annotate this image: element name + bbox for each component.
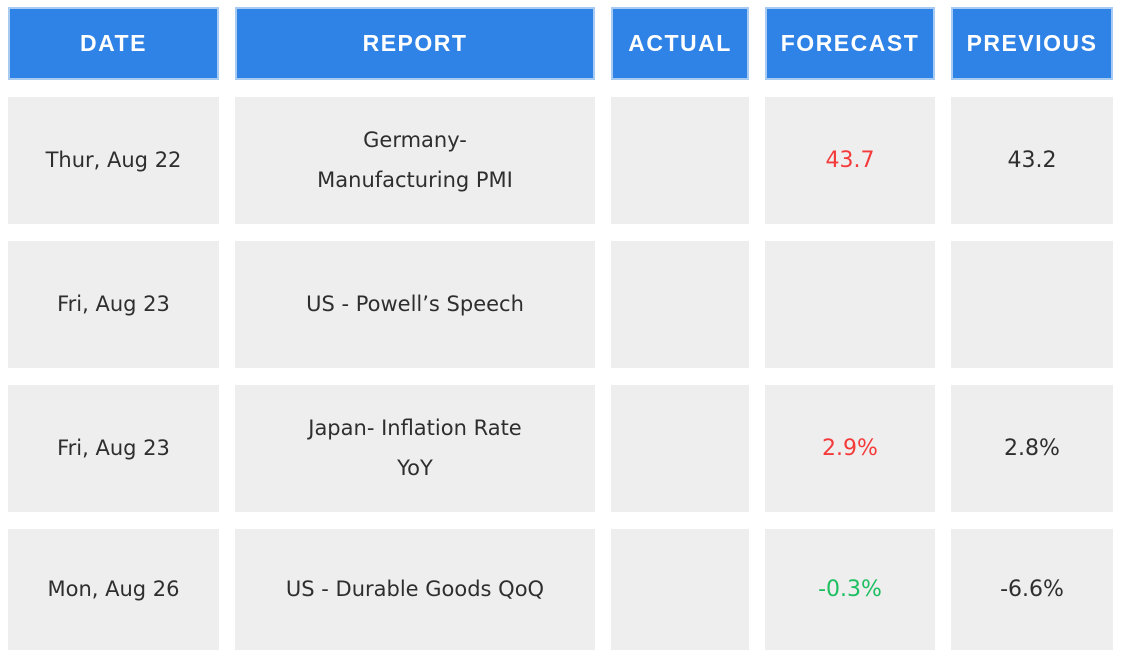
- column-header-report: REPORT: [235, 7, 595, 80]
- actual-cell: [611, 529, 749, 650]
- column-header-date: DATE: [8, 7, 219, 80]
- date-cell: Mon, Aug 26: [8, 529, 219, 650]
- column-header-forecast: FORECAST: [765, 7, 935, 80]
- report-cell: US - Powell’s Speech: [235, 241, 595, 368]
- column-header-actual: ACTUAL: [611, 7, 749, 80]
- report-cell: Japan- Inflation Rate YoY: [235, 385, 595, 512]
- previous-cell: [951, 241, 1113, 368]
- actual-cell: [611, 97, 749, 224]
- forecast-cell: [765, 241, 935, 368]
- forecast-cell: 43.7: [765, 97, 935, 224]
- date-cell: Fri, Aug 23: [8, 385, 219, 512]
- date-cell: Fri, Aug 23: [8, 241, 219, 368]
- forecast-cell: -0.3%: [765, 529, 935, 650]
- previous-cell: -6.6%: [951, 529, 1113, 650]
- previous-cell: 2.8%: [951, 385, 1113, 512]
- date-cell: Thur, Aug 22: [8, 97, 219, 224]
- actual-cell: [611, 241, 749, 368]
- previous-cell: 43.2: [951, 97, 1113, 224]
- report-cell: Germany- Manufacturing PMI: [235, 97, 595, 224]
- report-cell: US - Durable Goods QoQ: [235, 529, 595, 650]
- economic-calendar-table: DATE REPORT ACTUAL FORECAST PREVIOUS Thu…: [8, 7, 1113, 650]
- column-header-previous: PREVIOUS: [951, 7, 1113, 80]
- actual-cell: [611, 385, 749, 512]
- forecast-cell: 2.9%: [765, 385, 935, 512]
